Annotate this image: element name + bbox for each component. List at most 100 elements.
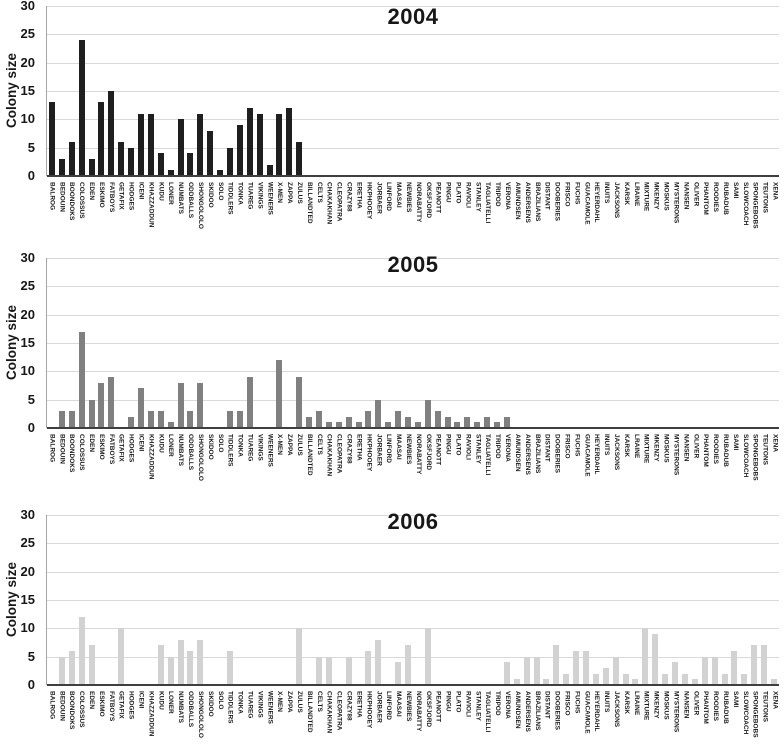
x-tick-label: PHANTOM [702,182,710,215]
x-tick-label: MIXTURE [642,691,650,721]
bar-slot [324,258,334,428]
x-tick-label: BALROG [48,434,56,463]
bar-slot [512,258,522,428]
x-tick: DISTANT [541,688,551,750]
bar-slot [443,258,453,428]
bar-slot [126,515,136,685]
x-tick-label: MAASAI [395,182,403,208]
x-tick-label: KHAZZADDUN [147,691,155,737]
bar-slowcoach [741,673,748,685]
bar-slot [680,258,690,428]
bar-slot [601,6,611,176]
y-tick-label: 20 [20,54,35,70]
x-tick-label: NORABATTY [414,182,422,223]
bar-distant [543,679,550,685]
x-tick: FUCHS [571,431,581,493]
x-tick: BEDOUIN [56,688,66,750]
x-tick: ODDBALLS [185,431,195,493]
x-tick-label: PLATO [454,691,462,713]
bar-slot [393,515,403,685]
x-tick: STANLEY [472,431,482,493]
x-tick-label: CELTS [315,691,323,712]
x-tick: LONER [165,431,175,493]
bar-hkphooey [365,411,372,428]
x-tick: VIKINGS [254,688,264,750]
x-tick-label: TAGLIATELLI [484,691,492,733]
x-tick: LONER [165,688,175,750]
x-tick: BALROG [46,431,56,493]
x-tick-label: TIDDLERS [226,434,234,467]
x-tick: ERETHA [353,688,363,750]
x-tick: HODGES [125,688,135,750]
bar-slot [265,515,275,685]
bar-slot [215,258,225,428]
x-tick: NEWBIES [403,688,413,750]
bar-slot [462,258,472,428]
bar-newbies [405,645,411,685]
x-tick: TRIPOD [492,688,502,750]
bar-slot [423,258,433,428]
bar-slot [690,515,700,685]
x-tick: TEUTONS [759,431,769,493]
bar-slot [383,258,393,428]
chart-2006: 2006 Colony size 30 25 20 15 10 5 0 BALROG BEDO… [0,505,784,738]
bar-plato [454,422,461,428]
x-tick: NUMBATS [175,431,185,493]
bar-billandted [306,416,313,428]
x-tick-label: JACKSONS [613,182,621,219]
bar-zappa [286,108,293,176]
bar-slot [205,6,215,176]
bar-slot [710,515,720,685]
x-tick-label: NUMBATS [177,182,185,215]
x-tick: CELTS [313,431,323,493]
bar-slot [542,258,552,428]
bar-slot [631,258,641,428]
x-tick: MOSKUS [660,688,670,750]
x-tick-label: ODDBALLS [187,182,195,219]
x-tick-label: SPONGEBOBS [751,182,759,229]
bar-boondoks [68,651,75,685]
bar-slot [482,515,492,685]
x-tick: BOONDOKS [66,688,76,750]
x-tick-label: GUACAMOLE [583,691,591,734]
x-tick: PEANOTT [432,688,442,750]
y-tick-label: 10 [20,363,35,379]
x-tick-label: DISTANT [543,434,551,462]
bar-slot [532,6,542,176]
bar-tiddlers [226,411,233,428]
bar-eden [88,645,95,685]
x-tick-label: ESKIMO [97,182,105,208]
bar-slot [77,515,87,685]
x-tick: RUBADUB [720,179,730,241]
bar-slot [739,258,749,428]
bar-slot [443,515,453,685]
x-tick: ZULUS [294,431,304,493]
x-tick: CLEOPATRA [333,688,343,750]
x-tick: JACKSONS [611,179,621,241]
x-tick: NANSEN [680,688,690,750]
x-tick: SHONGOLOLO [195,688,205,750]
bar-slot [146,258,156,428]
gridline [47,286,779,288]
x-tick: AMUNDSEN [512,688,522,750]
x-tick: HEYERDAHL [591,688,601,750]
x-tick: DOOBERIES [551,431,561,493]
bar-slot [621,258,631,428]
bar-slot [571,515,581,685]
x-tick: COLOSSUS [76,431,86,493]
bar-slot [146,6,156,176]
bar-slot [225,6,235,176]
chart-title: 2006 [387,509,439,534]
x-tick: OKSFJORD [422,179,432,241]
bar-norabatty [414,422,421,428]
bar-jacksons [612,656,619,685]
x-tick: JACKSONS [611,688,621,750]
x-tick: VERONA [502,431,512,493]
x-tick: AMUNDSEN [512,179,522,241]
bar-shongololo [197,382,204,428]
bar-slot [57,515,67,685]
x-tick-label: COLOSSUS [78,691,86,728]
x-tick-label: PINGU [444,182,452,203]
x-tick: KHAZZADDUN [145,431,155,493]
x-tick-label: KUDU [157,691,165,710]
